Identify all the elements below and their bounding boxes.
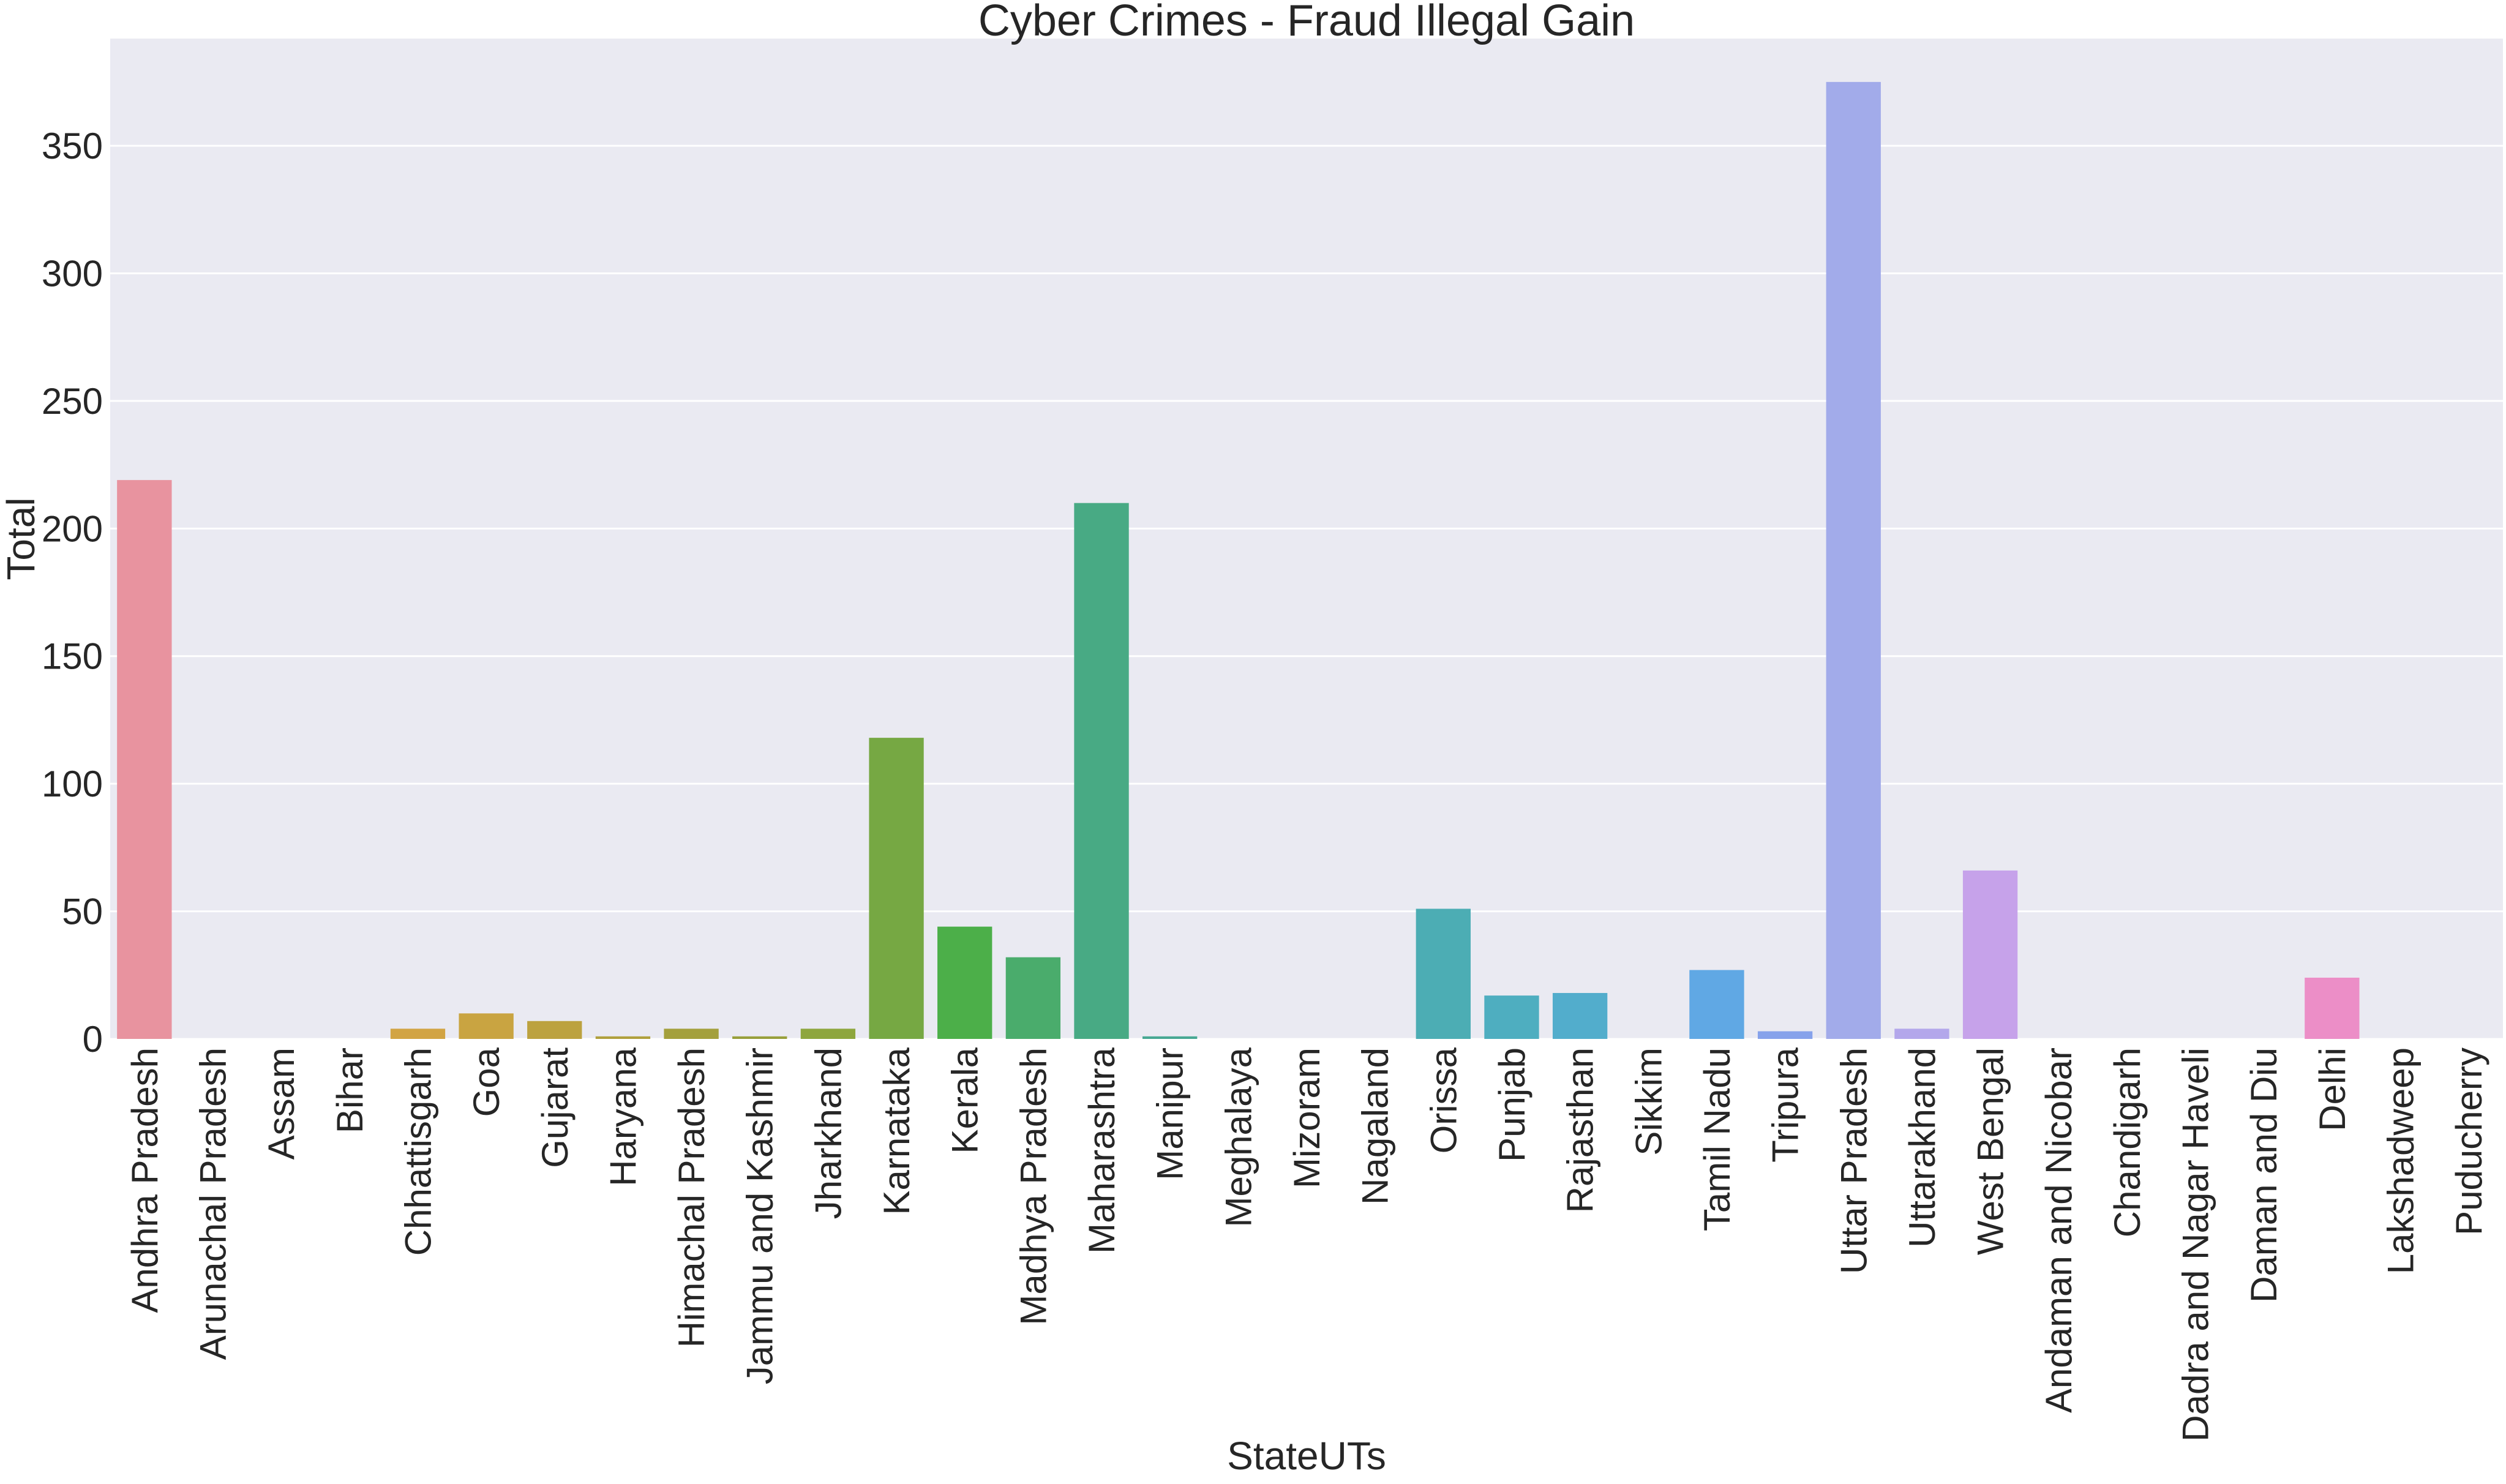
plot-background xyxy=(110,39,2503,1039)
x-tick-labels: Andhra Pradesh Arunachal Pradesh Assam Biha… xyxy=(124,1047,2489,1441)
x-tick-label: Chhattisgarh xyxy=(397,1047,438,1256)
bar xyxy=(1689,970,1744,1039)
x-tick-label: Gujarat xyxy=(535,1047,576,1168)
bar xyxy=(1552,992,1608,1039)
y-tick-labels: 0 50 100 150 200 250 300 350 xyxy=(42,126,103,1060)
bar xyxy=(1894,1029,1949,1039)
bar xyxy=(527,1021,582,1039)
x-tick-label: Manipur xyxy=(1150,1047,1191,1180)
y-tick-label: 250 xyxy=(42,381,103,422)
x-tick-label: Assam xyxy=(261,1047,302,1160)
bars xyxy=(117,81,2360,1039)
bar xyxy=(117,480,172,1039)
x-tick-label: Uttarakhand xyxy=(1902,1047,1943,1248)
x-tick-label: Maharashtra xyxy=(1081,1047,1122,1253)
x-tick-label: Puducherry xyxy=(2448,1047,2489,1235)
y-tick-label: 300 xyxy=(42,253,103,294)
gridlines xyxy=(110,144,2503,1040)
y-tick-label: 50 xyxy=(62,891,103,932)
bar xyxy=(869,738,924,1039)
chart-title: Cyber Crimes - Fraud Illegal Gain xyxy=(978,0,1635,45)
bar xyxy=(1962,870,2018,1039)
x-tick-label: Tamil Nadu xyxy=(1697,1047,1738,1231)
bar xyxy=(459,1013,514,1039)
y-tick-label: 150 xyxy=(42,636,103,677)
x-tick-label: Himachal Pradesh xyxy=(671,1047,712,1347)
bar xyxy=(664,1029,719,1039)
bar xyxy=(2305,977,2360,1039)
y-axis-title: Total xyxy=(0,497,43,580)
x-tick-label: Dadra and Nagar Haveli xyxy=(2175,1047,2216,1442)
bar xyxy=(800,1029,856,1039)
bar xyxy=(1416,909,1471,1039)
bar xyxy=(595,1036,651,1039)
x-tick-label: Punjab xyxy=(1491,1047,1532,1162)
bar xyxy=(1074,503,1129,1039)
x-tick-label: Sikkim xyxy=(1628,1047,1669,1156)
x-tick-label: Bihar xyxy=(329,1047,370,1133)
x-tick-label: Kerala xyxy=(945,1047,986,1153)
x-axis-title: StateUTs xyxy=(1227,1434,1386,1478)
y-tick-label: 200 xyxy=(42,508,103,549)
bar xyxy=(390,1029,446,1039)
x-tick-label: Karnataka xyxy=(876,1047,917,1215)
x-tick-label: Orissa xyxy=(1423,1047,1464,1153)
y-tick-label: 0 xyxy=(83,1019,103,1060)
x-tick-label: Tripura xyxy=(1765,1047,1806,1162)
bar xyxy=(732,1036,787,1039)
x-tick-label: Haryana xyxy=(602,1047,643,1186)
x-tick-label: Rajasthan xyxy=(1560,1047,1601,1213)
x-tick-label: Delhi xyxy=(2312,1047,2353,1131)
x-tick-label: Lakshadweep xyxy=(2380,1047,2422,1274)
bar xyxy=(1757,1031,1813,1039)
y-tick-label: 350 xyxy=(42,126,103,167)
x-tick-label: Andaman and Nicobar xyxy=(2038,1047,2079,1413)
x-tick-label: Jharkhand xyxy=(808,1047,849,1219)
bar xyxy=(1142,1036,1198,1039)
bar xyxy=(1005,957,1061,1039)
x-tick-label: West Bengal xyxy=(1970,1047,2011,1255)
x-tick-label: Madhya Pradesh xyxy=(1013,1047,1054,1325)
x-tick-label: Mizoram xyxy=(1286,1047,1327,1188)
bar xyxy=(1484,995,1539,1039)
x-tick-label: Andhra Pradesh xyxy=(124,1047,165,1313)
x-tick-label: Nagaland xyxy=(1355,1047,1396,1205)
x-tick-label: Arunachal Pradesh xyxy=(192,1047,233,1360)
x-tick-label: Uttar Pradesh xyxy=(1833,1047,1874,1274)
bar xyxy=(1826,81,1881,1039)
x-tick-label: Meghalaya xyxy=(1218,1047,1259,1227)
x-tick-label: Jammu and Kashmir xyxy=(740,1047,781,1384)
bar xyxy=(937,926,992,1039)
y-tick-label: 100 xyxy=(42,763,103,804)
x-tick-label: Chandigarh xyxy=(2107,1047,2148,1237)
x-tick-label: Goa xyxy=(466,1047,507,1117)
x-tick-label: Daman and Diu xyxy=(2243,1047,2284,1303)
